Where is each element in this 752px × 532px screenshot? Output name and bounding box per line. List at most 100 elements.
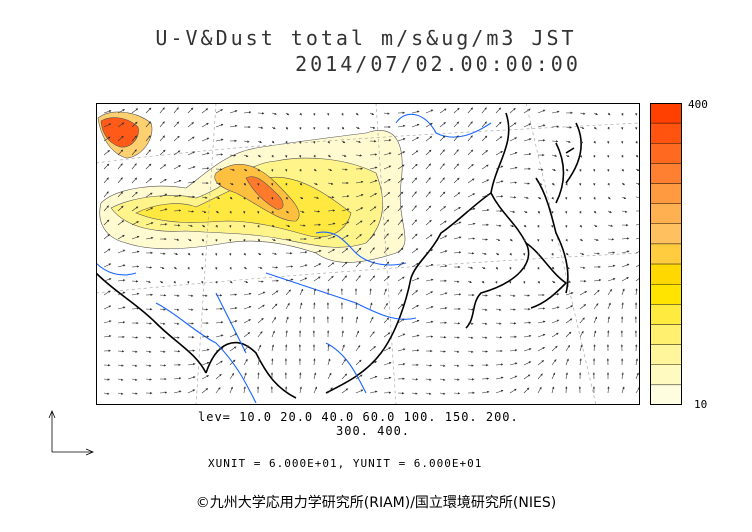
wind-vector [537, 333, 546, 338]
wind-vector [285, 210, 289, 214]
wind-vector [159, 178, 167, 184]
wind-vector [397, 247, 404, 254]
wind-vector [341, 154, 347, 157]
wind-vector [355, 316, 359, 324]
wind-vector [467, 107, 473, 114]
wind-vector [312, 126, 316, 130]
wind-vector [495, 389, 504, 394]
wind-vector [481, 390, 490, 394]
wind-vector [103, 150, 110, 156]
wind-vector [313, 386, 317, 394]
wind-vector [229, 124, 238, 128]
wind-vector [145, 222, 154, 226]
wind-vector [341, 373, 348, 380]
wind-vector [425, 364, 433, 367]
wind-vector [215, 334, 224, 338]
wind-vector [229, 252, 232, 256]
colorbar-cell [650, 163, 682, 184]
wind-vector [467, 135, 473, 142]
wind-vector [299, 251, 308, 254]
wind-vector [453, 392, 461, 395]
wind-vector [439, 206, 446, 212]
wind-vector [103, 191, 109, 198]
wind-vector [551, 266, 555, 270]
wind-vector [453, 177, 460, 184]
wind-vector [355, 126, 360, 129]
wind-vector [215, 138, 224, 142]
wind-vector [341, 234, 349, 240]
colorbar-max-label: 400 [688, 98, 708, 111]
wind-vector [285, 112, 290, 116]
wind-vector [397, 178, 404, 184]
wind-vector [425, 149, 432, 156]
wind-vector [327, 182, 334, 185]
wind-vector [411, 248, 419, 254]
wind-vector [145, 135, 151, 142]
wind-vector [565, 252, 569, 256]
wind-vector [495, 121, 502, 128]
wind-vector [411, 319, 420, 324]
wind-vector [159, 252, 166, 255]
wind-vector [103, 263, 112, 268]
wind-vector [453, 322, 461, 325]
wind-vector [103, 123, 112, 128]
wind-vector [117, 249, 126, 254]
wind-vector [341, 221, 350, 226]
colorbar-cell [650, 183, 682, 204]
wind-vector [173, 266, 177, 270]
wind-vector [201, 238, 205, 242]
wind-vector [607, 386, 610, 394]
wind-vector [187, 166, 196, 170]
wind-vector [621, 277, 629, 282]
wind-vector [229, 333, 238, 338]
wind-vector [229, 306, 238, 310]
wind-vector [341, 208, 350, 212]
wind-vector [243, 252, 246, 256]
wind-vector [117, 177, 123, 184]
wind-vector [257, 126, 264, 129]
wind-vector [537, 109, 546, 114]
wind-vector [565, 224, 568, 228]
wind-vector [425, 320, 434, 324]
wind-vector [145, 107, 152, 114]
wind-vector [369, 112, 375, 115]
wind-vector [565, 292, 574, 296]
wind-vector [229, 154, 237, 157]
wind-vector [299, 316, 302, 324]
wind-vector [159, 107, 165, 114]
wind-vector [383, 178, 391, 184]
wind-vector [369, 360, 377, 366]
wind-vector [159, 322, 166, 325]
colorbar-cell [650, 364, 682, 386]
wind-vector [187, 224, 193, 227]
wind-vector [145, 207, 154, 212]
wind-vector [495, 294, 502, 297]
wind-vector [327, 262, 335, 268]
wind-vector [117, 163, 123, 170]
wind-vector [509, 349, 518, 352]
wind-vector [551, 182, 555, 186]
wind-vector [313, 276, 321, 282]
wind-vector [397, 138, 406, 142]
wind-vector [201, 108, 209, 114]
wind-vector [579, 252, 585, 255]
wind-vector [411, 304, 419, 310]
wind-vector [467, 222, 476, 226]
wind-vector [271, 252, 277, 255]
wind-vector [243, 154, 249, 157]
wind-vector [159, 208, 168, 212]
wind-vector [103, 278, 112, 282]
wind-vector [229, 386, 233, 394]
wind-vector [187, 266, 190, 270]
wind-vector [215, 347, 224, 352]
wind-vector [299, 224, 306, 227]
wind-vector [467, 322, 474, 325]
wind-vector [593, 154, 596, 158]
wind-vector [173, 252, 179, 255]
wind-vector [243, 332, 251, 338]
wind-vector [565, 372, 569, 380]
wind-vector [257, 317, 264, 324]
wind-vector [383, 152, 392, 156]
wind-vector [635, 168, 640, 172]
wind-vector [397, 205, 403, 212]
